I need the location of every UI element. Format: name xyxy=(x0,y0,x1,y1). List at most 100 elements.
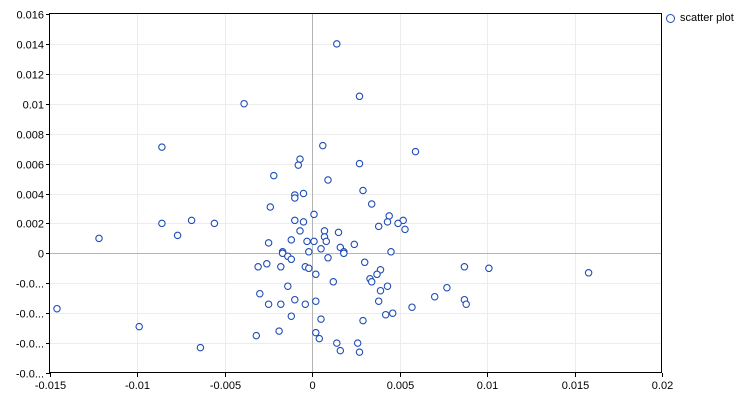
data-point xyxy=(270,171,278,180)
data-point xyxy=(299,189,308,198)
data-point xyxy=(374,297,383,305)
data-point xyxy=(210,219,219,228)
data-point xyxy=(329,278,338,286)
x-tick-label: 0.02 xyxy=(652,380,673,392)
y-tick-label: 0.006 xyxy=(16,160,44,172)
y-tick-label: 0.012 xyxy=(16,70,44,82)
data-point xyxy=(584,269,593,277)
data-point xyxy=(305,264,313,273)
y-tick-label: 0.002 xyxy=(16,219,44,231)
data-point xyxy=(359,186,367,195)
data-point xyxy=(319,141,327,150)
y-tick-label: -0.0... xyxy=(16,309,44,321)
legend: scatter plot xyxy=(666,12,734,24)
data-point xyxy=(291,295,299,304)
data-point xyxy=(315,334,324,343)
data-point xyxy=(322,237,331,246)
data-point xyxy=(287,255,296,264)
axis-ticks: -0.015 -0.01 -0.005 0 0.005 0.01 0.015 0.02 0.01… xyxy=(16,10,673,393)
data-point xyxy=(296,227,304,235)
data-point xyxy=(158,219,166,228)
data-point xyxy=(355,92,364,101)
data-point xyxy=(336,346,345,355)
x-tick-label: 0.01 xyxy=(477,380,498,392)
data-point xyxy=(394,219,402,228)
data-point xyxy=(485,264,493,273)
data-point xyxy=(324,254,332,262)
data-point xyxy=(462,300,470,308)
data-point xyxy=(373,270,381,279)
data-point xyxy=(334,228,343,237)
data-point xyxy=(355,348,364,356)
x-tick-label: -0.015 xyxy=(35,380,66,392)
data-point xyxy=(291,216,299,225)
data-point xyxy=(320,227,329,235)
data-point xyxy=(430,292,439,301)
data-point xyxy=(287,312,296,320)
data-points xyxy=(53,40,593,356)
x-tick-label: -0.01 xyxy=(125,380,150,392)
data-point xyxy=(53,304,61,313)
x-tick-label: 0.015 xyxy=(562,380,590,392)
data-point xyxy=(317,315,325,323)
data-point xyxy=(254,263,262,271)
plot-frame xyxy=(49,13,662,373)
data-point xyxy=(367,278,376,286)
x-tick-label: -0.005 xyxy=(210,380,241,392)
data-point xyxy=(264,239,273,247)
data-point xyxy=(310,237,318,246)
data-point xyxy=(240,99,248,108)
data-point xyxy=(460,263,469,271)
data-point xyxy=(443,283,451,292)
data-point xyxy=(187,216,196,225)
data-point xyxy=(388,309,397,317)
data-point xyxy=(301,300,310,308)
data-point xyxy=(411,147,420,156)
grid xyxy=(50,14,662,373)
data-point xyxy=(367,200,376,208)
data-point xyxy=(95,234,103,243)
data-point xyxy=(264,300,273,308)
data-point xyxy=(196,343,205,352)
x-tick-label: 0 xyxy=(309,380,315,392)
data-point xyxy=(135,322,143,331)
data-point xyxy=(252,331,261,340)
data-point xyxy=(277,263,285,271)
data-point xyxy=(294,161,303,169)
x-tick-label: 0.005 xyxy=(387,380,415,392)
data-point xyxy=(299,218,308,226)
data-point xyxy=(408,303,416,311)
data-point xyxy=(340,249,348,258)
data-point xyxy=(359,316,367,325)
data-point xyxy=(173,231,182,240)
data-point xyxy=(266,203,275,211)
data-point xyxy=(360,258,369,267)
data-point xyxy=(333,40,341,48)
data-point xyxy=(387,248,395,256)
data-point xyxy=(296,155,304,163)
data-point xyxy=(353,339,362,347)
data-point xyxy=(376,286,385,295)
data-point xyxy=(312,270,320,279)
data-point xyxy=(381,310,390,319)
data-point xyxy=(324,176,332,184)
data-point xyxy=(355,159,364,168)
data-point xyxy=(317,245,325,253)
y-tick-label: 0.004 xyxy=(16,190,44,202)
data-point xyxy=(310,210,318,219)
zero-lines xyxy=(50,14,662,373)
data-point xyxy=(383,282,392,290)
data-point xyxy=(263,260,271,268)
y-tick-label: -0.0... xyxy=(16,279,44,291)
data-point xyxy=(333,339,341,347)
data-point xyxy=(312,297,320,305)
data-point xyxy=(287,236,296,244)
y-tick-label: 0.008 xyxy=(16,130,44,142)
legend-label: scatter plot xyxy=(680,12,734,24)
data-point xyxy=(158,143,166,151)
data-point xyxy=(383,218,392,226)
data-point xyxy=(374,222,383,231)
data-point xyxy=(275,327,283,335)
